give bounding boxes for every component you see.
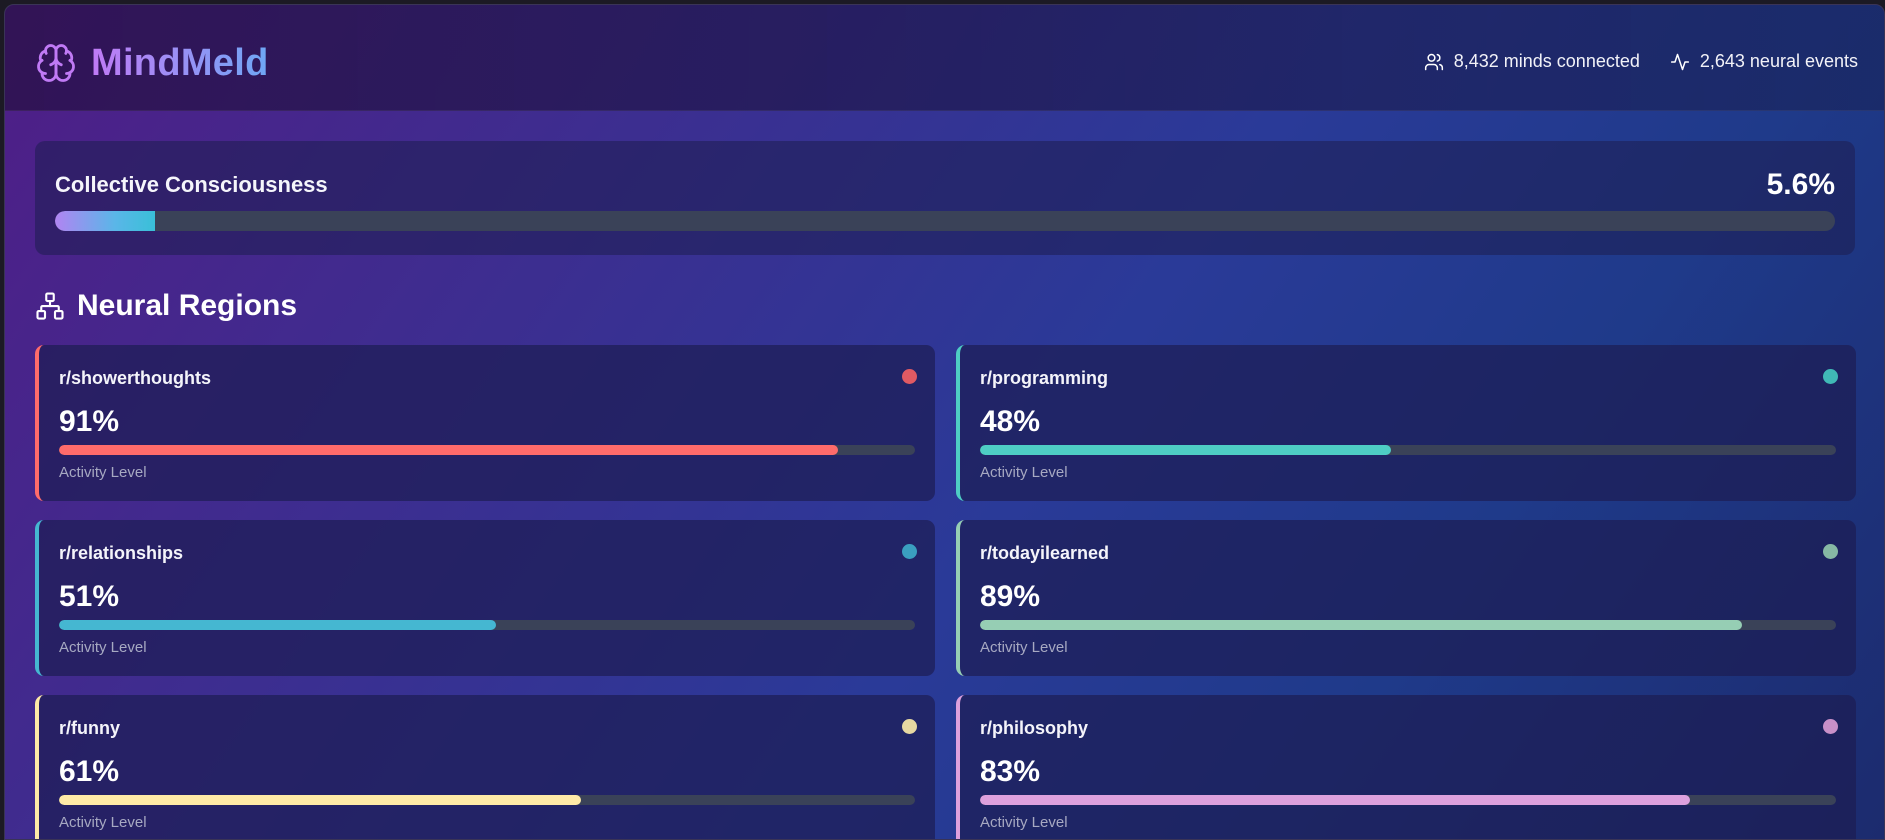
region-card-funny[interactable]: r/funny 61% Activity Level	[35, 695, 935, 839]
activity-bar-fill	[59, 795, 582, 805]
activity-bar-fill	[980, 795, 1691, 805]
activity-level-label: Activity Level	[59, 639, 147, 656]
region-activity-percent: 51%	[59, 580, 120, 613]
region-activity-percent: 83%	[980, 755, 1041, 788]
region-card-programming[interactable]: r/programming 48% Activity Level	[956, 345, 1856, 501]
activity-bar-track	[980, 795, 1836, 805]
region-card-relationships[interactable]: r/relationships 51% Activity Level	[35, 520, 935, 676]
status-dot	[1823, 544, 1838, 559]
region-card-todayilearned[interactable]: r/todayilearned 89% Activity Level	[956, 520, 1856, 676]
activity-bar-track	[59, 795, 915, 805]
status-dot	[902, 719, 917, 734]
region-activity-percent: 48%	[980, 405, 1041, 438]
region-name: r/programming	[980, 368, 1109, 388]
minds-connected-stat: 8,432 minds connected	[1424, 51, 1640, 72]
region-card-philosophy[interactable]: r/philosophy 83% Activity Level	[956, 695, 1856, 839]
region-name: r/todayilearned	[980, 543, 1110, 563]
neural-events-label: 2,643 neural events	[1699, 51, 1858, 71]
collective-consciousness-card: Collective Consciousness 5.6%	[35, 141, 1855, 255]
activity-bar-fill	[980, 620, 1742, 630]
region-name: r/showerthoughts	[59, 368, 211, 388]
region-name: r/relationships	[59, 543, 184, 563]
status-dot	[1823, 719, 1838, 734]
activity-level-label: Activity Level	[980, 639, 1068, 656]
activity-bar-track	[980, 445, 1836, 455]
activity-level-label: Activity Level	[980, 814, 1068, 831]
region-name: r/philosophy	[980, 718, 1088, 738]
region-activity-percent: 61%	[59, 755, 120, 788]
region-activity-percent: 89%	[980, 580, 1041, 613]
activity-level-label: Activity Level	[980, 464, 1068, 481]
minds-connected-label: 8,432 minds connected	[1453, 51, 1640, 71]
status-dot	[902, 369, 917, 384]
app-title: MindMeld	[91, 41, 269, 84]
collective-progress-track	[55, 211, 1835, 231]
neural-regions-heading: Neural Regions	[35, 289, 297, 323]
neural-events-stat: 2,643 neural events	[1670, 51, 1858, 72]
activity-bar-track	[59, 445, 915, 455]
collective-consciousness-value: 5.6%	[1766, 168, 1835, 201]
region-name: r/funny	[59, 718, 120, 738]
activity-level-label: Activity Level	[59, 814, 147, 831]
activity-bar-fill	[59, 445, 838, 455]
network-icon	[36, 292, 64, 320]
users-icon	[1424, 53, 1443, 70]
collective-consciousness-title: Collective Consciousness	[55, 172, 328, 197]
header: MindMeld 8,432 minds connected 2,643 neu…	[5, 5, 1884, 111]
activity-level-label: Activity Level	[59, 464, 147, 481]
section-title: Neural Regions	[77, 289, 298, 322]
app-window: MindMeld 8,432 minds connected 2,643 neu…	[4, 4, 1885, 840]
logo[interactable]: MindMeld	[35, 39, 269, 87]
region-card-showerthoughts[interactable]: r/showerthoughts 91% Activity Level	[35, 345, 935, 501]
header-stats: 8,432 minds connected 2,643 neural event…	[1424, 51, 1858, 72]
status-dot	[1823, 369, 1838, 384]
activity-bar-track	[59, 620, 915, 630]
activity-bar-fill	[59, 620, 496, 630]
activity-bar-fill	[980, 445, 1391, 455]
activity-icon	[1670, 53, 1689, 70]
collective-progress-fill	[55, 211, 155, 231]
region-activity-percent: 91%	[59, 405, 120, 438]
activity-bar-track	[980, 620, 1836, 630]
brain-icon	[37, 44, 75, 82]
status-dot	[902, 544, 917, 559]
